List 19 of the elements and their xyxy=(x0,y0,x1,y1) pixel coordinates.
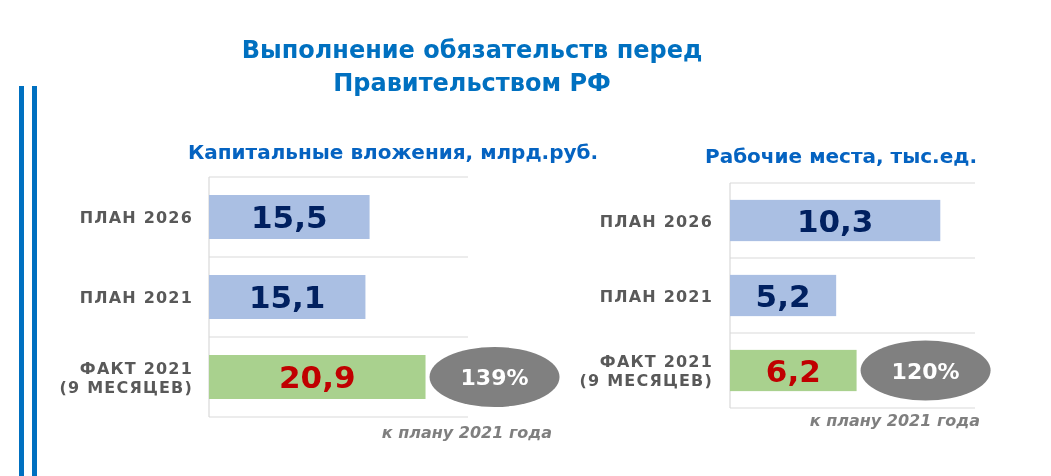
chart-title: Выполнение обязательств перед Правительством РФ xyxy=(241,36,703,97)
y-tick-label: ПЛАН 2021 xyxy=(79,288,193,307)
chart-subtitle: Капитальные вложения, млрд.руб. xyxy=(187,140,599,164)
text: к плану 2021 года xyxy=(809,411,980,430)
y-tick-label: ПЛАН 2026 xyxy=(79,208,193,227)
y-tick-label: ФАКТ 2021 (9 МЕСЯЦЕВ) xyxy=(59,358,193,397)
data-label: 20,9 xyxy=(279,359,356,395)
text: к плану 2021 года xyxy=(381,423,552,442)
annotation: 139% xyxy=(460,365,529,390)
annotation: 120% xyxy=(891,358,960,384)
data-label: 15,5 xyxy=(251,199,328,235)
data-label: 6,2 xyxy=(765,352,821,389)
chart-subtitle: Рабочие места, тыс.ед. xyxy=(705,144,977,168)
data-label: 10,3 xyxy=(796,202,874,239)
y-tick-label: ПЛАН 2021 xyxy=(599,286,713,306)
data-label: 15,1 xyxy=(248,279,326,315)
y-tick-label: ФАКТ 2021 (9 МЕСЯЦЕВ) xyxy=(579,352,713,390)
data-label: 5,2 xyxy=(755,277,811,314)
y-tick-label: ПЛАН 2026 xyxy=(599,211,713,231)
